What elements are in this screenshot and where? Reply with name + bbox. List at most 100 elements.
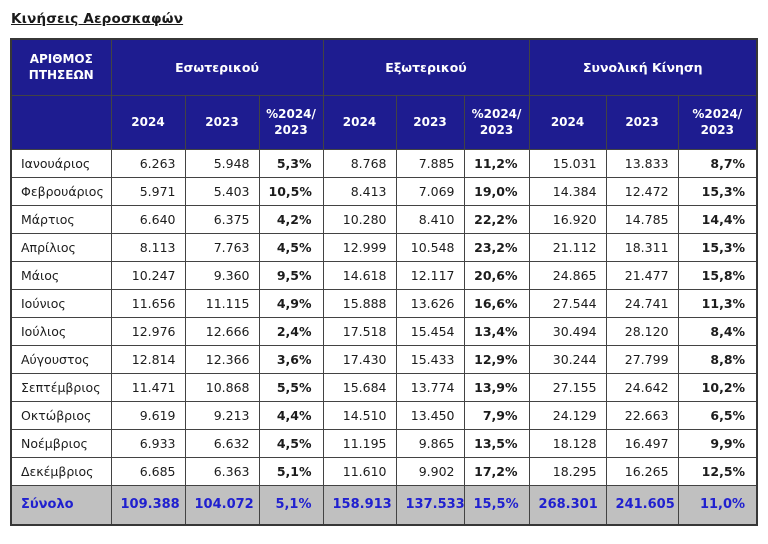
- pct-cell: 10,5%: [258, 176, 324, 206]
- col-header-flights: ΑΡΙΘΜΟΣ ΠΤΗΣΕΩΝ: [10, 38, 112, 96]
- month-cell: Αύγουστος: [10, 344, 112, 374]
- table-row: Αύγουστος 12.814 12.366 3,6% 17.430 15.433 12,…: [10, 344, 758, 374]
- month-cell: Νοέμβριος: [10, 428, 112, 458]
- value-cell: 24.129: [528, 400, 607, 430]
- value-cell: 6.685: [110, 456, 186, 486]
- pct-cell: 20,6%: [463, 260, 530, 290]
- pct-cell: 8,7%: [677, 148, 758, 178]
- value-cell: 6.375: [184, 204, 260, 234]
- pct-cell: 15,5%: [463, 484, 530, 526]
- value-cell: 5.403: [184, 176, 260, 206]
- pct-cell: 13,9%: [463, 372, 530, 402]
- value-cell: 30.244: [528, 344, 607, 374]
- value-cell: 9.902: [395, 456, 465, 486]
- value-cell: 7.763: [184, 232, 260, 262]
- pct-cell: 11,3%: [677, 288, 758, 318]
- year-header-total-movement-2023: 2023: [605, 94, 679, 150]
- value-cell: 14.618: [322, 260, 397, 290]
- month-cell: Δεκέμβριος: [10, 456, 112, 486]
- value-cell: 8.410: [395, 204, 465, 234]
- value-cell: 16.497: [605, 428, 679, 458]
- value-cell: 6.640: [110, 204, 186, 234]
- value-cell: 28.120: [605, 316, 679, 346]
- pct-cell: 15,3%: [677, 176, 758, 206]
- pct-cell: 5,3%: [258, 148, 324, 178]
- value-cell: 12.366: [184, 344, 260, 374]
- value-cell: 11.471: [110, 372, 186, 402]
- pct-cell: 15,3%: [677, 232, 758, 262]
- value-cell: 10.548: [395, 232, 465, 262]
- value-cell: 15.888: [322, 288, 397, 318]
- pct-cell: 19,0%: [463, 176, 530, 206]
- pct-cell: 15,8%: [677, 260, 758, 290]
- pct-cell: 16,6%: [463, 288, 530, 318]
- value-cell: 22.663: [605, 400, 679, 430]
- value-cell: 21.477: [605, 260, 679, 290]
- month-cell: Οκτώβριος: [10, 400, 112, 430]
- value-cell: 5.948: [184, 148, 260, 178]
- value-cell: 24.741: [605, 288, 679, 318]
- pct-cell: 2,4%: [258, 316, 324, 346]
- year-header-total-movement-2024: 2024: [528, 94, 607, 150]
- table-row: Δεκέμβριος 6.685 6.363 5,1% 11.610 9.902 17,2%…: [10, 456, 758, 486]
- value-cell: 8.768: [322, 148, 397, 178]
- month-cell: Ιούλιος: [10, 316, 112, 346]
- value-cell: 9.360: [184, 260, 260, 290]
- pct-cell: 3,6%: [258, 344, 324, 374]
- value-cell: 27.155: [528, 372, 607, 402]
- value-cell: 10.280: [322, 204, 397, 234]
- value-cell: 6.263: [110, 148, 186, 178]
- value-cell: 12.814: [110, 344, 186, 374]
- value-cell: 15.031: [528, 148, 607, 178]
- group-header-international: Εξωτερικού: [322, 38, 530, 96]
- pct-cell: 12,9%: [463, 344, 530, 374]
- pct-cell: 23,2%: [463, 232, 530, 262]
- value-cell: 5.971: [110, 176, 186, 206]
- pct-cell: 4,2%: [258, 204, 324, 234]
- value-cell: 9.865: [395, 428, 465, 458]
- value-cell: 30.494: [528, 316, 607, 346]
- value-cell: 7.069: [395, 176, 465, 206]
- value-cell: 27.799: [605, 344, 679, 374]
- table-row: Ιανουάριος 6.263 5.948 5,3% 8.768 7.885 11,2% 1…: [10, 148, 758, 178]
- pct-cell: 10,2%: [677, 372, 758, 402]
- value-cell: 12.999: [322, 232, 397, 262]
- value-cell: 16.920: [528, 204, 607, 234]
- year-header-international-2024: 2024: [322, 94, 397, 150]
- value-cell: 11.610: [322, 456, 397, 486]
- value-cell: 16.265: [605, 456, 679, 486]
- pct-cell: 13,5%: [463, 428, 530, 458]
- year-header-row: 2024 2023 %2024/ 2023 2024 2023 %2024/ 2023 20…: [10, 94, 758, 150]
- pct-cell: 5,1%: [258, 484, 324, 526]
- pct-cell: 8,8%: [677, 344, 758, 374]
- total-row: Σύνολο 109.388 104.072 5,1% 158.913 137.533 15…: [10, 484, 758, 526]
- value-cell: 6.632: [184, 428, 260, 458]
- value-cell: 12.472: [605, 176, 679, 206]
- table-row: Ιούλιος 12.976 12.666 2,4% 17.518 15.454 13,4%…: [10, 316, 758, 346]
- pct-cell: 6,5%: [677, 400, 758, 430]
- pct-cell: 14,4%: [677, 204, 758, 234]
- month-cell: Ιούνιος: [10, 288, 112, 318]
- group-header-total-movement: Συνολική Κίνηση: [528, 38, 758, 96]
- month-cell: Μάιος: [10, 260, 112, 290]
- value-cell: 9.619: [110, 400, 186, 430]
- value-cell: 8.413: [322, 176, 397, 206]
- value-cell: 14.384: [528, 176, 607, 206]
- pct-cell: 5,5%: [258, 372, 324, 402]
- month-cell: Μάρτιος: [10, 204, 112, 234]
- pct-cell: 5,1%: [258, 456, 324, 486]
- value-cell: 13.774: [395, 372, 465, 402]
- pct-cell: 22,2%: [463, 204, 530, 234]
- group-header-domestic: Εσωτερικού: [110, 38, 324, 96]
- pct-cell: 17,2%: [463, 456, 530, 486]
- value-cell: 15.433: [395, 344, 465, 374]
- value-cell: 9.213: [184, 400, 260, 430]
- value-cell: 14.510: [322, 400, 397, 430]
- value-cell: 13.626: [395, 288, 465, 318]
- year-header-empty-cell: [10, 94, 112, 150]
- value-cell: 21.112: [528, 232, 607, 262]
- value-cell: 13.450: [395, 400, 465, 430]
- value-cell: 11.195: [322, 428, 397, 458]
- report-page: Κινήσεις Αεροσκαφών ΑΡΙΘΜΟΣ ΠΤΗΣΕΩΝ Εσωτ…: [10, 11, 759, 526]
- month-cell: Φεβρουάριος: [10, 176, 112, 206]
